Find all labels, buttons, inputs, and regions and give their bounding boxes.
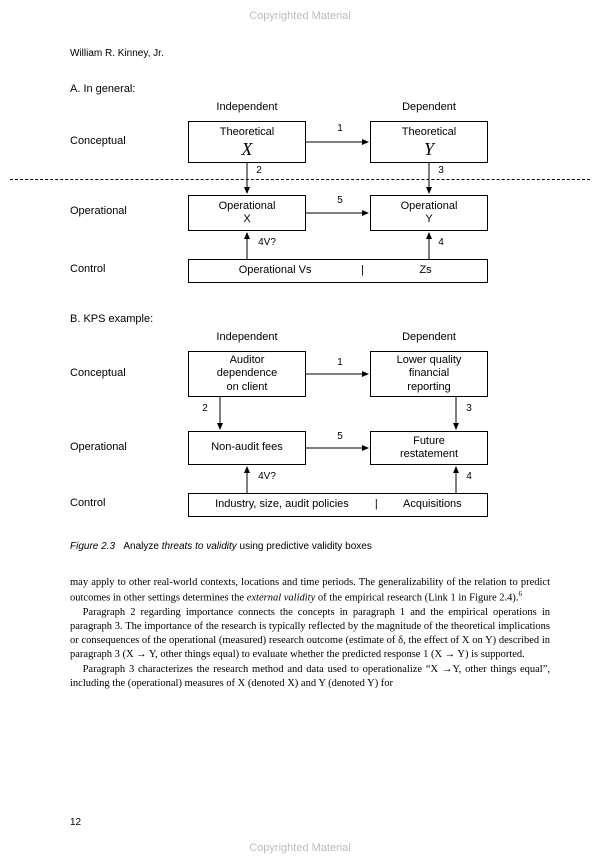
watermark-top: Copyrighted Material [0,10,600,22]
caption-post: using predictive validity boxes [237,541,372,552]
box-tr-top: Theoretical [402,126,456,139]
row-conceptual-b: Conceptual [70,367,160,379]
row-operational-a: Operational [70,205,160,217]
diagram-a: Independent Dependent Conceptual Operati… [70,101,550,301]
diagram-b: Independent Dependent Conceptual Operati… [70,331,550,531]
para-3: Paragraph 3 characterizes the research m… [70,663,550,691]
row-control-a: Control [70,263,160,275]
box-future-restate: Future restatement [370,431,488,465]
row-operational-b: Operational [70,441,160,453]
box-operational-y: Operational Y [370,195,488,231]
body-text: may apply to other real-world contexts, … [70,576,550,691]
control-left-a: Operational Vs [189,264,361,277]
control-right-b: Acquisitions [378,498,487,511]
num-1-a: 1 [330,123,350,134]
figure-number: Figure 2.3 [70,541,115,552]
num-4-a: 4 [434,237,448,248]
control-right-a: Zs [364,264,487,277]
num-3-b: 3 [462,403,476,414]
box-tr-sym: Y [424,140,434,158]
box-tl-top: Theoretical [220,126,274,139]
row-control-b: Control [70,497,160,509]
num-4-b: 4 [462,471,476,482]
box-tl-sym: X [242,140,253,158]
dashed-divider [10,179,590,180]
p1c: of the empirical research (Link 1 in Fig… [315,593,518,604]
num-4v-b: 4V? [252,471,282,482]
num-2-a: 2 [252,165,266,176]
control-left-b: Industry, size, audit policies [189,498,375,511]
box-lower-quality: Lower quality financial reporting [370,351,488,397]
page-content: William R. Kinney, Jr. A. In general: In… [70,48,550,824]
author-name: William R. Kinney, Jr. [70,48,550,59]
col-dependent-b: Dependent [370,331,488,343]
box-control-b: Industry, size, audit policies | Acquisi… [188,493,488,517]
box-nonaudit-fees: Non-audit fees [188,431,306,465]
panel-a-label: A. In general: [70,83,550,95]
caption-pre: Analyze [123,541,161,552]
para-1: may apply to other real-world contexts, … [70,576,550,606]
box-theoretical-x: Theoretical X [188,121,306,163]
num-1-b: 1 [330,357,350,368]
col-independent-b: Independent [188,331,306,343]
figure-caption: Figure 2.3 Analyze threats to validity u… [70,541,550,552]
num-5-b: 5 [330,431,350,442]
row-conceptual-a: Conceptual [70,135,160,147]
watermark-bottom: Copyrighted Material [0,842,600,854]
para-2: Paragraph 2 regarding importance connect… [70,606,550,663]
p1b: external validity [247,593,316,604]
num-4v-a: 4V? [252,237,282,248]
num-5-a: 5 [330,195,350,206]
page-number: 12 [70,817,81,828]
box-operational-x: Operational X [188,195,306,231]
box-auditor-dep: Auditor dependence on client [188,351,306,397]
num-3-a: 3 [434,165,448,176]
box-theoretical-y: Theoretical Y [370,121,488,163]
box-control-a: Operational Vs | Zs [188,259,488,283]
panel-b-label: B. KPS example: [70,313,550,325]
col-independent-a: Independent [188,101,306,113]
p1sup: 6 [518,590,522,598]
col-dependent-a: Dependent [370,101,488,113]
caption-ital: threats to validity [162,541,237,552]
num-2-b: 2 [198,403,212,414]
